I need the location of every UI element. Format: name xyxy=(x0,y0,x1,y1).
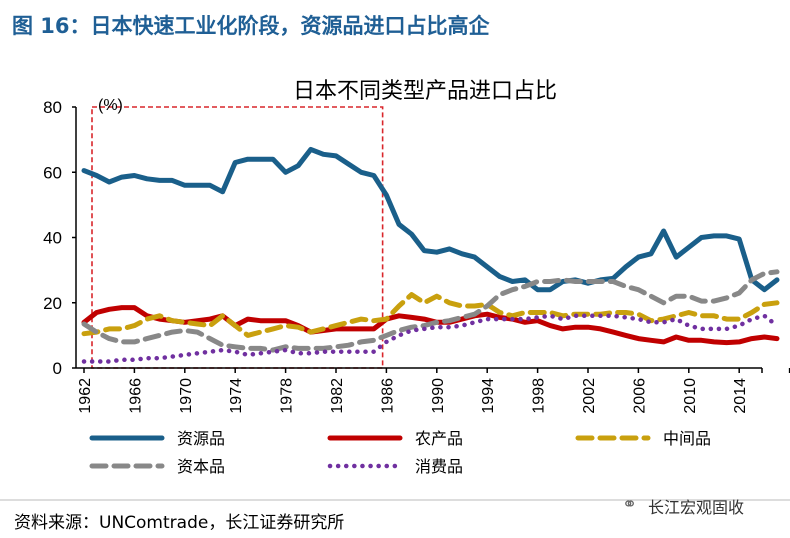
wechat-icon: ⚭ xyxy=(622,494,638,515)
legend-label: 消费品 xyxy=(415,457,463,476)
legend-label: 资本品 xyxy=(177,457,225,476)
x-tick-label: 2002 xyxy=(581,378,598,414)
legend-label: 资源品 xyxy=(177,429,225,448)
y-tick-label: 0 xyxy=(53,359,62,378)
source-note: 资料来源：UNComtrade，长江证券研究所 xyxy=(14,513,345,533)
x-tick-label: 1974 xyxy=(228,378,245,414)
legend-label: 中间品 xyxy=(663,429,711,448)
x-tick-label: 2010 xyxy=(682,378,699,414)
x-tick-label: 1990 xyxy=(430,378,447,414)
y-tick-label: 40 xyxy=(43,229,62,248)
x-tick-label: 1978 xyxy=(279,378,296,414)
x-tick-label: 1966 xyxy=(127,378,144,414)
x-tick-label: 1962 xyxy=(77,378,94,414)
x-tick-label: 2014 xyxy=(732,378,749,414)
x-tick-label: 1994 xyxy=(480,378,497,414)
series-line-4 xyxy=(81,269,780,353)
x-tick-label: 1970 xyxy=(178,378,195,414)
x-tick-label: 1998 xyxy=(531,378,548,414)
series-line-3 xyxy=(81,292,780,338)
series-line-5 xyxy=(81,313,780,364)
x-tick-label: 1986 xyxy=(379,378,396,414)
y-axis-label: (%) xyxy=(98,97,123,114)
x-tick-label: 2006 xyxy=(631,378,648,414)
series-line-2 xyxy=(81,305,780,346)
figure-title: 图 16：日本快速工业化阶段，资源品进口占比高企 xyxy=(12,14,490,38)
chart-title: 日本不同类型产品进口占比 xyxy=(292,79,557,104)
y-tick-label: 60 xyxy=(43,163,62,182)
y-tick-label: 80 xyxy=(43,98,62,117)
x-tick-label: 1982 xyxy=(329,378,346,414)
legend-label: 农产品 xyxy=(415,429,463,448)
series-line-1 xyxy=(81,146,780,293)
brand-label: 长江宏观固收 xyxy=(648,498,745,517)
y-tick-label: 20 xyxy=(43,294,62,313)
